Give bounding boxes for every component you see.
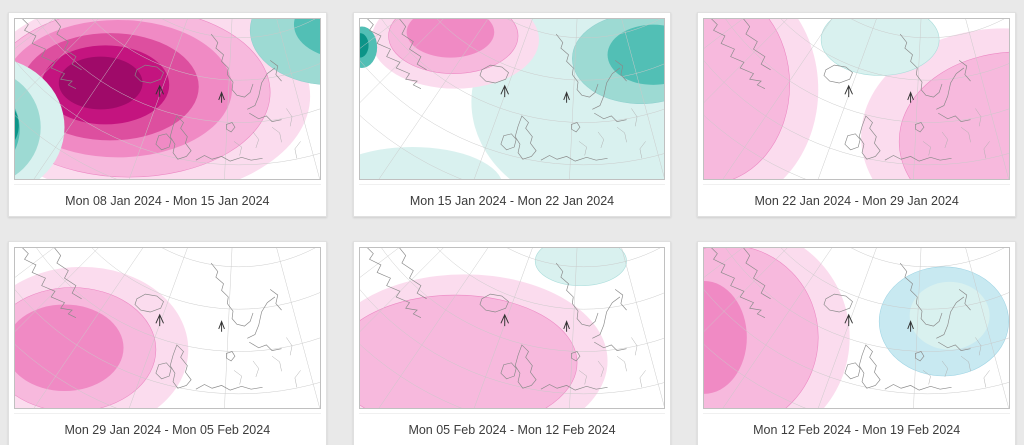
anomaly-blobs	[704, 19, 1009, 179]
anomaly-map-2[interactable]	[358, 18, 666, 180]
anomaly-blob	[293, 19, 320, 54]
panel-caption: Mon 15 Jan 2024 - Mon 22 Jan 2024	[358, 184, 666, 216]
anomaly-blob	[359, 147, 501, 179]
anomaly-blobs	[15, 19, 320, 179]
panel-caption: Mon 08 Jan 2024 - Mon 15 Jan 2024	[14, 184, 321, 216]
anomaly-blob	[821, 19, 940, 76]
anomaly-blobs	[359, 248, 627, 408]
anomaly-map-1[interactable]	[14, 18, 321, 180]
anomaly-blob	[704, 280, 748, 394]
anomaly-blob	[406, 19, 494, 58]
anomaly-blob	[15, 79, 41, 176]
anomaly-map-3[interactable]	[703, 18, 1010, 180]
panel-caption: Mon 22 Jan 2024 - Mon 29 Jan 2024	[703, 184, 1010, 216]
anomaly-blob	[704, 19, 791, 179]
forecast-panel-4: Mon 29 Jan 2024 - Mon 05 Feb 2024	[8, 241, 327, 445]
panel-caption: Mon 05 Feb 2024 - Mon 12 Feb 2024	[358, 413, 666, 445]
anomaly-blobs	[15, 266, 189, 408]
panel-caption: Mon 29 Jan 2024 - Mon 05 Feb 2024	[14, 413, 321, 445]
anomaly-blobs	[359, 19, 665, 179]
panel-caption: Mon 12 Feb 2024 - Mon 19 Feb 2024	[703, 413, 1010, 445]
anomaly-blobs	[704, 248, 1009, 408]
anomaly-map-6[interactable]	[703, 247, 1010, 409]
forecast-panel-5: Mon 05 Feb 2024 - Mon 12 Feb 2024	[352, 241, 672, 445]
forecast-panel-1: Mon 08 Jan 2024 - Mon 15 Jan 2024	[8, 12, 327, 217]
anomaly-blob	[359, 294, 577, 408]
anomaly-blob	[899, 51, 1009, 179]
anomaly-blob	[15, 304, 124, 392]
anomaly-map-5[interactable]	[358, 247, 666, 409]
forecast-panel-6: Mon 12 Feb 2024 - Mon 19 Feb 2024	[697, 241, 1016, 445]
forecast-panel-3: Mon 22 Jan 2024 - Mon 29 Jan 2024	[697, 12, 1016, 217]
forecast-panel-2: Mon 15 Jan 2024 - Mon 22 Jan 2024	[352, 12, 672, 217]
anomaly-map-4[interactable]	[14, 247, 321, 409]
anomaly-blob	[58, 56, 143, 110]
